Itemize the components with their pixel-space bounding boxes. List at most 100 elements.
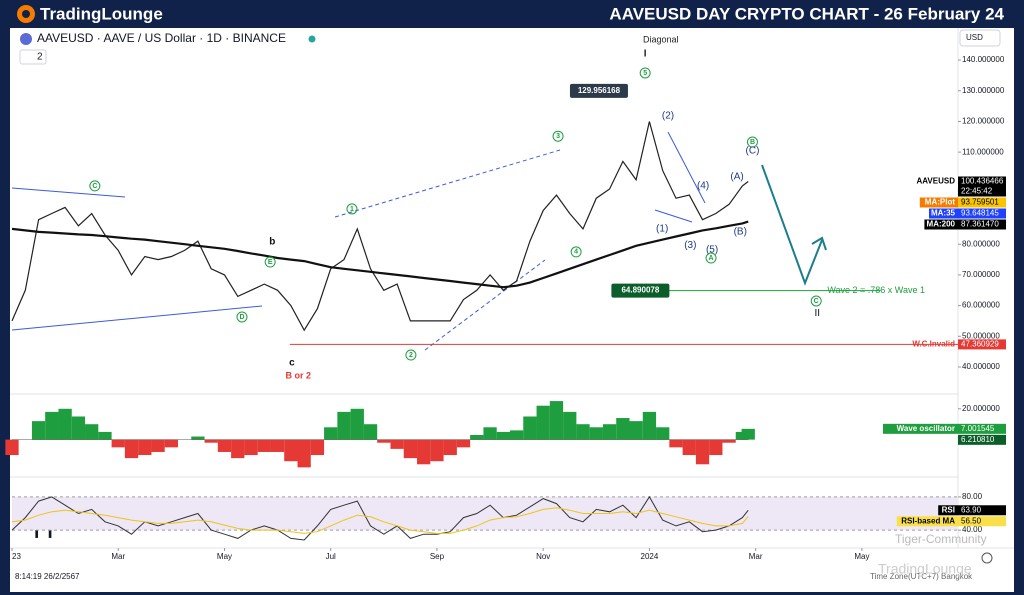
y-tick-label: 70.000000 bbox=[962, 270, 1000, 279]
wave-label: 3 bbox=[556, 133, 560, 140]
oscillator-bar bbox=[722, 439, 736, 443]
badge-sub-box bbox=[958, 186, 1006, 197]
badge-name: MA:200 bbox=[927, 220, 956, 229]
oscillator-bar bbox=[523, 416, 537, 440]
brand: TradingLounge bbox=[40, 4, 163, 23]
status-dot bbox=[308, 35, 316, 43]
wave-label: 5 bbox=[643, 70, 647, 77]
x-tick-label: Mar bbox=[749, 552, 763, 561]
title: AAVEUSD DAY CRYPTO CHART - 26 February 2… bbox=[609, 4, 1004, 23]
oscillator-bar bbox=[257, 439, 271, 452]
oscillator-bar bbox=[297, 439, 311, 468]
wave-label: C bbox=[814, 298, 819, 305]
wave-circle bbox=[236, 311, 248, 323]
badge-name-box bbox=[883, 423, 958, 434]
oscillator-bar bbox=[5, 439, 19, 456]
wave-circle bbox=[405, 349, 417, 361]
y-tick-label: 130.000000 bbox=[962, 86, 1005, 95]
wave-circle bbox=[746, 136, 758, 148]
badge-name: RSI-based MA bbox=[901, 516, 955, 525]
badge-name: Wave oscillator bbox=[897, 424, 955, 433]
oscillator-bar bbox=[71, 416, 86, 440]
wave-label: C bbox=[92, 183, 97, 190]
wave-circle bbox=[639, 67, 651, 79]
badge-value-box bbox=[958, 176, 1006, 187]
badge-value: 93.759501 bbox=[961, 198, 999, 207]
oscillator-bar bbox=[270, 439, 285, 452]
y-tick-label: 40.00 bbox=[962, 525, 983, 534]
oscillator-bar bbox=[682, 439, 696, 456]
oscillator-bar bbox=[377, 439, 391, 443]
y-tick-label: 40.000000 bbox=[962, 362, 1000, 371]
badge-value-box bbox=[958, 339, 1006, 350]
y-tick-label: 140.000000 bbox=[962, 55, 1005, 64]
badge-name: MA:Plot bbox=[925, 198, 956, 207]
x-tick-label: Sep bbox=[430, 552, 445, 561]
oscillator-bar bbox=[536, 405, 550, 440]
x-tick-label: 23 bbox=[12, 552, 21, 561]
wave-circle bbox=[705, 252, 717, 264]
badge-value: 47.360929 bbox=[961, 340, 999, 349]
wave-label: 4 bbox=[574, 249, 578, 256]
wave-circle bbox=[264, 256, 276, 268]
badge-value-box bbox=[958, 208, 1006, 219]
wave-label: (3) bbox=[684, 240, 696, 251]
wave-label: 1 bbox=[350, 206, 354, 213]
badge-value-box bbox=[958, 219, 1006, 230]
oscillator-bar bbox=[111, 439, 125, 448]
x-tick-label: Nov bbox=[536, 552, 550, 561]
wave-label: (2) bbox=[662, 111, 674, 122]
badge-value-box bbox=[958, 197, 1006, 208]
badge-name: W.C.Invalid bbox=[912, 340, 955, 349]
wave-label: Wave 2 = .786 x Wave 1 bbox=[827, 285, 925, 295]
settings-icon[interactable] bbox=[981, 552, 993, 564]
wave-label: (C) bbox=[746, 146, 760, 157]
series-line bbox=[11, 121, 749, 332]
badge-name: MA:35 bbox=[931, 209, 956, 218]
wave-circle bbox=[570, 246, 582, 258]
oscillator-bar bbox=[324, 427, 338, 440]
oscillator-bar bbox=[204, 439, 218, 443]
badge-name-box bbox=[919, 197, 958, 208]
badge-value: 93.648145 bbox=[961, 209, 999, 218]
price-mark-box bbox=[611, 283, 670, 298]
price-mark-label: 129.956168 bbox=[578, 86, 621, 95]
wave-label: 2 bbox=[409, 352, 413, 359]
watermark: TradingLounge bbox=[878, 561, 972, 577]
oscillator-bar bbox=[191, 436, 205, 440]
wave-label: B or 2 bbox=[286, 370, 312, 380]
watermark: Tiger-Community bbox=[895, 532, 987, 546]
series-line bbox=[11, 507, 749, 534]
badge-value: 56.50 bbox=[961, 516, 982, 525]
oscillator-bar bbox=[496, 431, 510, 440]
oscillator-bar bbox=[284, 439, 298, 462]
y-tick-label: 110.000000 bbox=[962, 147, 1004, 156]
wave-label: (1) bbox=[656, 224, 668, 235]
wave-circle bbox=[89, 180, 101, 192]
badge-name: AAVEUSD bbox=[916, 177, 955, 186]
trend-lines bbox=[11, 131, 706, 351]
y-tick-label: 80.00 bbox=[962, 492, 983, 501]
timezone: Time Zone(UTC+7) Bangkok bbox=[870, 572, 973, 581]
rsi-band bbox=[12, 496, 958, 531]
oscillator-bar bbox=[151, 439, 165, 452]
oscillator-bar bbox=[470, 435, 484, 440]
oscillator-bar bbox=[549, 401, 564, 440]
currency-box[interactable] bbox=[959, 29, 1001, 47]
oscillator-bar bbox=[509, 430, 524, 440]
x-tick-label: Mar bbox=[111, 552, 125, 561]
wave-label: D bbox=[239, 314, 244, 321]
price-mark-box bbox=[569, 83, 628, 98]
oscillator-bar bbox=[124, 439, 139, 459]
oscillator-bar bbox=[98, 431, 112, 440]
price-mark-label: 64.890078 bbox=[621, 286, 659, 295]
oscillator-bar bbox=[563, 411, 577, 440]
projection-arrow bbox=[761, 164, 823, 286]
wave-label: c bbox=[289, 358, 295, 369]
y-tick-label: 50.000000 bbox=[962, 331, 1000, 340]
oscillator-bar bbox=[456, 439, 471, 448]
oscillator-bar bbox=[231, 439, 245, 459]
oscillator-bar bbox=[430, 439, 444, 462]
oscillator-bar bbox=[45, 411, 59, 440]
oscillator-bar bbox=[443, 439, 457, 456]
